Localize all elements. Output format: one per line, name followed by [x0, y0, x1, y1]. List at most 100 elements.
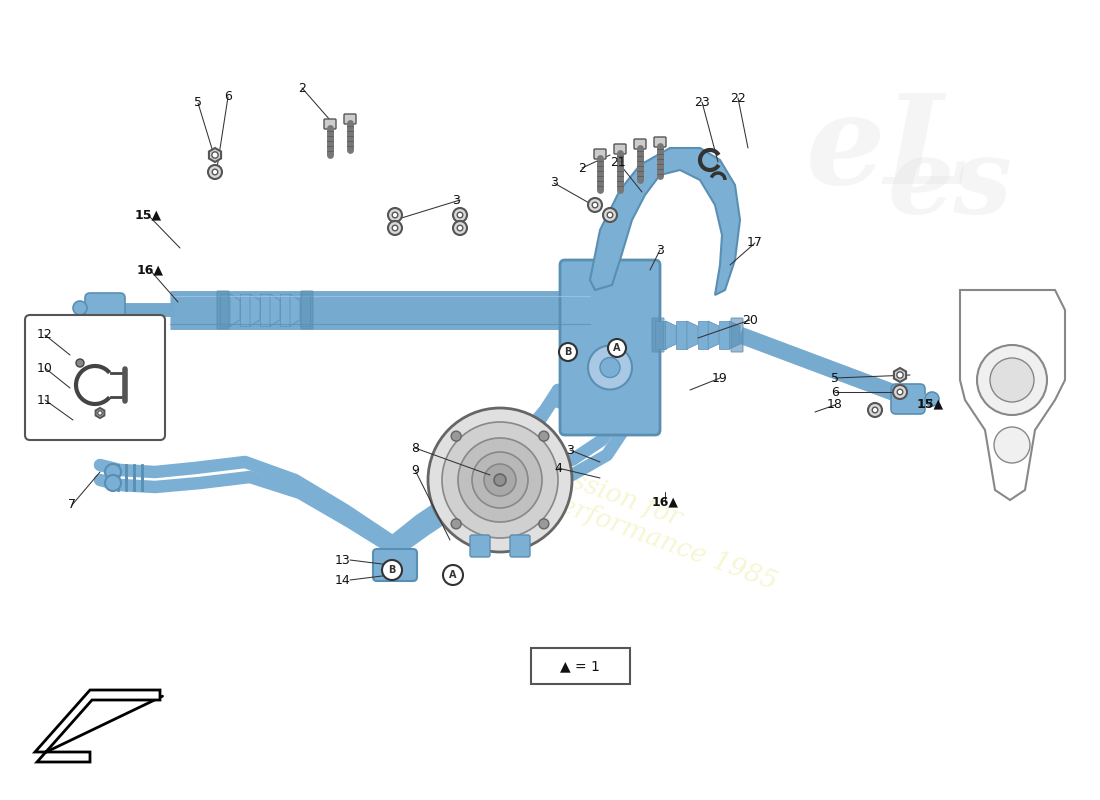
FancyBboxPatch shape: [470, 535, 490, 557]
Polygon shape: [686, 321, 697, 349]
FancyBboxPatch shape: [531, 648, 630, 684]
Circle shape: [484, 464, 516, 496]
Circle shape: [388, 221, 401, 235]
Circle shape: [212, 170, 218, 174]
FancyBboxPatch shape: [614, 144, 626, 154]
Polygon shape: [96, 408, 104, 418]
Circle shape: [388, 208, 401, 222]
Text: A: A: [614, 343, 620, 353]
Text: 3: 3: [656, 243, 664, 257]
Circle shape: [458, 212, 463, 218]
Polygon shape: [240, 294, 250, 326]
Text: 21: 21: [610, 155, 626, 169]
Text: 5: 5: [194, 97, 202, 110]
Circle shape: [925, 392, 939, 406]
Circle shape: [208, 165, 222, 179]
Text: es: es: [888, 134, 1012, 236]
Circle shape: [898, 389, 903, 395]
Polygon shape: [280, 294, 290, 326]
Text: A: A: [449, 570, 456, 580]
Text: 8: 8: [411, 442, 419, 454]
Polygon shape: [729, 321, 740, 349]
Polygon shape: [220, 294, 230, 326]
Polygon shape: [270, 294, 280, 326]
FancyBboxPatch shape: [732, 318, 742, 352]
Circle shape: [428, 408, 572, 552]
Polygon shape: [35, 690, 160, 762]
Polygon shape: [676, 321, 686, 349]
Circle shape: [443, 565, 463, 585]
Text: ▲ = 1: ▲ = 1: [560, 659, 600, 673]
Circle shape: [600, 358, 620, 378]
Circle shape: [451, 431, 461, 441]
Polygon shape: [209, 148, 221, 162]
Circle shape: [458, 438, 542, 522]
FancyBboxPatch shape: [217, 291, 229, 329]
Text: a passion for: a passion for: [515, 449, 685, 531]
Text: 19: 19: [712, 371, 728, 385]
Polygon shape: [260, 294, 270, 326]
Circle shape: [472, 452, 528, 508]
Text: 3: 3: [550, 177, 558, 190]
FancyBboxPatch shape: [344, 114, 356, 124]
FancyBboxPatch shape: [594, 149, 606, 159]
Circle shape: [592, 202, 597, 208]
Polygon shape: [250, 294, 260, 326]
FancyBboxPatch shape: [324, 119, 336, 129]
Text: 6: 6: [224, 90, 232, 103]
Text: 22: 22: [730, 91, 746, 105]
Circle shape: [212, 152, 218, 158]
FancyBboxPatch shape: [634, 139, 646, 149]
Circle shape: [608, 339, 626, 357]
Text: 20: 20: [742, 314, 758, 326]
Text: 13: 13: [334, 554, 350, 566]
Polygon shape: [708, 321, 718, 349]
Polygon shape: [697, 321, 708, 349]
Text: 3: 3: [452, 194, 460, 206]
Circle shape: [104, 475, 121, 491]
FancyBboxPatch shape: [85, 293, 125, 323]
Circle shape: [494, 474, 506, 486]
Text: 9: 9: [411, 463, 419, 477]
Text: B: B: [564, 347, 572, 357]
Text: 5: 5: [830, 371, 839, 385]
Text: 18: 18: [827, 398, 843, 411]
Text: 15▲: 15▲: [916, 398, 944, 410]
Circle shape: [559, 343, 578, 361]
FancyBboxPatch shape: [373, 549, 417, 581]
Circle shape: [393, 212, 398, 218]
Polygon shape: [300, 294, 310, 326]
Text: B: B: [388, 565, 396, 575]
Circle shape: [607, 212, 613, 218]
FancyBboxPatch shape: [25, 315, 165, 440]
Circle shape: [453, 221, 468, 235]
Circle shape: [453, 208, 468, 222]
FancyBboxPatch shape: [510, 535, 530, 557]
Circle shape: [98, 410, 102, 415]
Circle shape: [868, 403, 882, 417]
Text: 15▲: 15▲: [134, 209, 162, 222]
Text: 4: 4: [554, 462, 562, 474]
Circle shape: [539, 519, 549, 529]
Text: 17: 17: [747, 237, 763, 250]
Text: 23: 23: [694, 95, 710, 109]
Circle shape: [977, 345, 1047, 415]
Polygon shape: [290, 294, 300, 326]
Text: performance 1985: performance 1985: [540, 486, 780, 594]
FancyBboxPatch shape: [560, 260, 660, 435]
Text: 10: 10: [37, 362, 53, 374]
Circle shape: [603, 208, 617, 222]
Text: 2: 2: [579, 162, 586, 174]
Circle shape: [76, 359, 84, 367]
Polygon shape: [718, 321, 729, 349]
Circle shape: [442, 422, 558, 538]
Circle shape: [893, 385, 907, 399]
Polygon shape: [230, 294, 240, 326]
Polygon shape: [960, 290, 1065, 500]
Polygon shape: [590, 148, 740, 295]
Text: 3: 3: [566, 443, 574, 457]
Circle shape: [588, 346, 632, 390]
Text: 6: 6: [832, 386, 839, 398]
Circle shape: [990, 358, 1034, 402]
Text: 16▲: 16▲: [136, 263, 164, 277]
